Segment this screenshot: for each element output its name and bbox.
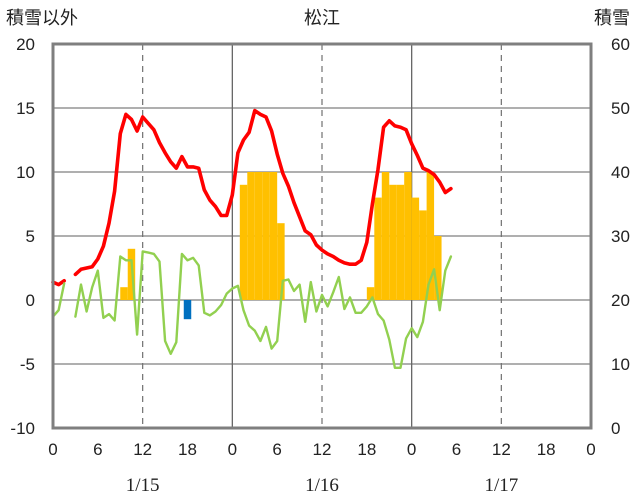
x-tick-label: 6: [452, 440, 461, 459]
temperature-line: [73, 108, 453, 277]
y-right-tick-label: 30: [611, 227, 630, 246]
y-left-tick-label: 15: [16, 99, 35, 118]
precipitation-bar: [374, 197, 382, 300]
precipitation-bar: [262, 172, 270, 300]
precipitation-bars: [120, 172, 442, 320]
y-right-tick-label: 10: [611, 355, 630, 374]
precipitation-bar: [366, 287, 375, 300]
dew_point-line: [74, 250, 453, 369]
y-left-tick-label: 10: [16, 163, 35, 182]
precipitation-bar: [254, 172, 263, 300]
x-tick-label: 0: [407, 440, 416, 459]
precipitation-bar: [396, 184, 405, 300]
precipitation-bar: [239, 184, 248, 300]
temperature-line: [51, 278, 66, 287]
x-tick-label: 18: [178, 440, 197, 459]
y-left-tick-label: -10: [10, 419, 35, 438]
y-left-tick-label: -5: [20, 355, 35, 374]
precipitation-bar: [120, 287, 128, 300]
dew_point-line: [51, 282, 66, 318]
y-right-tick-label: 20: [611, 291, 630, 310]
grid: [53, 44, 591, 428]
x-tick-label: 6: [272, 440, 281, 459]
precipitation-bar: [434, 236, 442, 300]
precipitation-bar: [419, 210, 427, 300]
precipitation-bar: [389, 184, 397, 300]
y-right-tick-label: 60: [611, 35, 630, 54]
y-left-axis-title: 積雪以外: [6, 8, 78, 28]
precipitation-bar: [426, 172, 435, 300]
precipitation-bar: [277, 223, 285, 300]
chart-title: 松江: [304, 8, 340, 28]
precipitation-bar: [381, 172, 390, 300]
y-left-tick-label: 20: [16, 35, 35, 54]
date-label: 1/16: [305, 475, 339, 496]
x-tick-label: 18: [537, 440, 556, 459]
x-tick-label: 12: [492, 440, 511, 459]
x-tick-label: 12: [133, 440, 152, 459]
x-tick-label: 0: [48, 440, 57, 459]
x-tick-label: 0: [228, 440, 237, 459]
precipitation-bar: [247, 172, 255, 300]
y-right-axis-title: 積雪: [594, 8, 630, 28]
plot-frame: [51, 42, 593, 430]
precipitation-bar: [411, 197, 420, 300]
date-label: 1/17: [484, 475, 518, 496]
precipitation-bar: [404, 172, 412, 300]
y-right-tick-label: 0: [611, 419, 620, 438]
y-left-tick-label: 5: [26, 227, 35, 246]
y-right-tick-label: 40: [611, 163, 630, 182]
x-tick-label: 6: [93, 440, 102, 459]
x-tick-label: 12: [313, 440, 332, 459]
x-tick-label: 18: [357, 440, 376, 459]
precipitation-bar: [269, 172, 278, 300]
y-left-tick-label: 0: [26, 291, 35, 310]
y-right-tick-label: 50: [611, 99, 630, 118]
x-tick-label: 0: [586, 440, 595, 459]
precip_negative-bar: [183, 300, 192, 320]
date-label: 1/15: [126, 475, 160, 496]
